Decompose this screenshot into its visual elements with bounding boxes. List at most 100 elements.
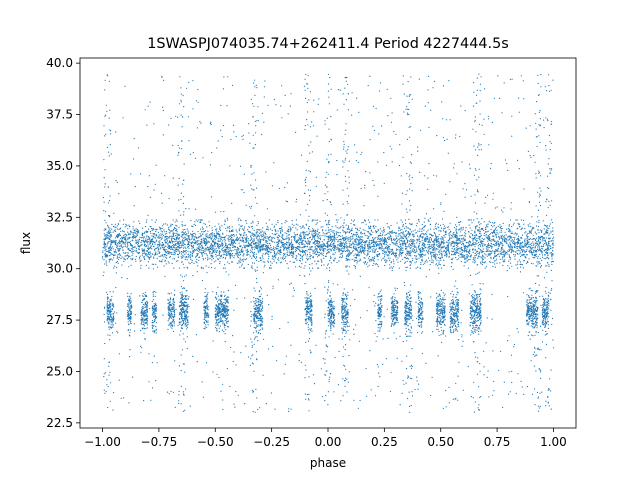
data-point bbox=[372, 242, 374, 244]
data-point bbox=[483, 239, 485, 241]
data-point bbox=[527, 224, 529, 226]
data-point bbox=[469, 235, 471, 237]
data-point bbox=[256, 248, 259, 250]
data-point bbox=[442, 228, 445, 230]
data-point bbox=[383, 248, 385, 250]
data-point bbox=[545, 244, 547, 246]
data-point bbox=[526, 235, 528, 237]
data-point bbox=[431, 235, 433, 237]
data-point bbox=[538, 221, 540, 224]
data-point bbox=[114, 240, 116, 242]
data-point bbox=[363, 247, 365, 249]
data-point bbox=[239, 237, 241, 239]
data-point bbox=[446, 256, 448, 258]
data-point bbox=[203, 230, 205, 233]
data-point bbox=[133, 235, 135, 237]
data-point bbox=[193, 248, 196, 250]
data-point bbox=[461, 249, 463, 252]
data-point bbox=[405, 266, 407, 268]
data-point bbox=[110, 231, 112, 233]
data-point bbox=[464, 255, 466, 257]
data-point bbox=[302, 231, 304, 233]
data-point bbox=[255, 236, 257, 238]
data-point bbox=[211, 232, 213, 234]
data-point bbox=[184, 246, 186, 248]
data-point bbox=[353, 245, 355, 247]
data-point bbox=[454, 235, 457, 237]
data-point bbox=[162, 259, 164, 261]
data-point bbox=[319, 220, 321, 222]
data-point bbox=[252, 222, 254, 224]
data-point bbox=[492, 226, 494, 228]
data-point bbox=[281, 226, 283, 228]
data-point bbox=[169, 230, 171, 232]
data-point bbox=[282, 256, 284, 258]
data-point bbox=[206, 233, 208, 235]
data-point bbox=[161, 231, 163, 233]
data-point bbox=[538, 232, 540, 234]
data-point bbox=[472, 259, 474, 261]
data-point bbox=[269, 267, 271, 269]
data-point bbox=[304, 251, 306, 254]
data-point bbox=[550, 253, 553, 255]
data-point bbox=[413, 235, 415, 237]
data-point bbox=[118, 248, 120, 250]
data-point bbox=[388, 239, 390, 241]
data-point bbox=[253, 239, 255, 241]
data-point bbox=[218, 240, 220, 242]
data-point bbox=[531, 229, 533, 231]
data-point bbox=[312, 256, 314, 259]
data-point bbox=[463, 238, 465, 240]
data-point bbox=[322, 252, 324, 254]
data-point bbox=[464, 238, 466, 240]
data-point bbox=[117, 262, 119, 264]
data-point bbox=[539, 248, 541, 250]
data-point bbox=[418, 248, 420, 250]
data-point bbox=[392, 243, 394, 245]
data-point bbox=[157, 231, 159, 233]
data-point bbox=[509, 249, 511, 252]
data-point bbox=[118, 239, 120, 241]
data-point bbox=[186, 256, 188, 258]
data-point bbox=[201, 251, 203, 253]
data-point bbox=[343, 238, 345, 240]
data-point bbox=[502, 254, 504, 256]
data-point bbox=[132, 233, 134, 235]
data-point bbox=[108, 241, 110, 243]
data-point bbox=[434, 223, 437, 225]
data-point bbox=[409, 240, 411, 243]
data-point bbox=[257, 221, 259, 223]
data-point bbox=[132, 239, 134, 241]
data-point bbox=[196, 244, 198, 246]
data-point bbox=[165, 223, 167, 225]
data-point bbox=[416, 242, 418, 244]
data-point bbox=[198, 236, 200, 238]
data-point bbox=[380, 248, 382, 250]
data-point bbox=[150, 232, 152, 234]
data-point bbox=[465, 254, 467, 256]
data-point bbox=[203, 243, 205, 245]
data-point bbox=[359, 258, 361, 260]
data-point bbox=[177, 260, 179, 262]
data-point bbox=[222, 232, 224, 234]
data-point bbox=[418, 244, 420, 246]
data-point bbox=[138, 232, 140, 234]
data-point bbox=[368, 241, 370, 243]
data-point bbox=[353, 264, 355, 267]
data-point bbox=[426, 251, 428, 253]
data-point bbox=[429, 241, 431, 243]
data-point bbox=[377, 254, 379, 256]
data-point bbox=[261, 246, 263, 248]
data-point bbox=[129, 255, 131, 257]
data-point bbox=[375, 241, 377, 244]
data-point bbox=[211, 246, 213, 248]
data-point bbox=[500, 241, 502, 243]
data-point bbox=[201, 255, 203, 257]
data-point bbox=[437, 239, 439, 241]
data-point bbox=[541, 256, 544, 258]
data-point bbox=[461, 234, 463, 236]
data-point bbox=[475, 242, 477, 244]
data-point bbox=[200, 228, 202, 230]
data-point bbox=[499, 251, 501, 253]
data-point bbox=[343, 231, 345, 233]
